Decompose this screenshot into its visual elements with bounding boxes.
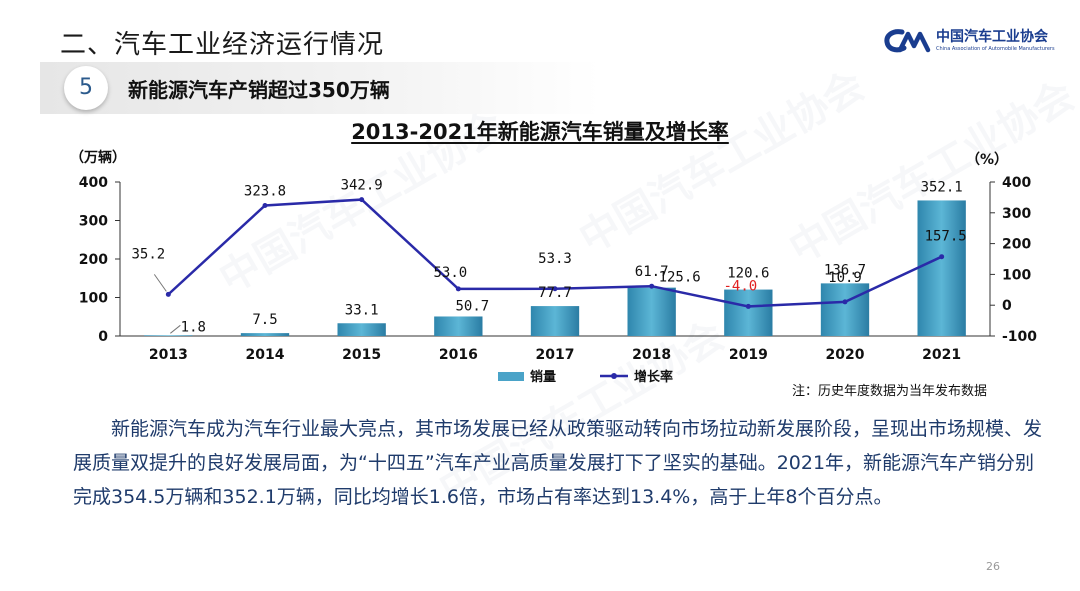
body-paragraph: 新能源汽车成为汽车行业最大亮点，其市场发展已经从政策驱动转向市场拉动新发展阶段，… — [73, 418, 1043, 508]
subtitle: 新能源汽车产销超过350万辆 — [128, 78, 390, 102]
bar-label: 50.7 — [455, 298, 489, 314]
chart: 0 100 200 300 400 -100 0 100 200 300 400 （万辆） （%） 201… — [70, 149, 1037, 385]
growth-point — [842, 299, 848, 305]
bar-label: 136.7 — [824, 262, 866, 278]
logo-icon — [884, 29, 931, 53]
subtitle-band — [40, 62, 600, 114]
right-axis-unit: （%） — [966, 152, 1008, 168]
label-leader — [170, 324, 181, 334]
x-tick-label: 2019 — [729, 347, 768, 363]
chart-title: 2013-2021年新能源汽车销量及增长率 — [351, 120, 729, 144]
growth-label: 35.2 — [131, 246, 165, 262]
left-tick-label: 0 — [98, 329, 108, 345]
right-tick-label: 0 — [1002, 298, 1012, 314]
logo: 中国汽车工业协会 China Association of Automobile… — [884, 26, 1064, 62]
growth-label: 323.8 — [244, 183, 286, 199]
bar — [724, 289, 773, 336]
bar-label: 7.5 — [252, 312, 277, 328]
bar-label: 77.7 — [538, 285, 572, 301]
right-tick-label: 200 — [1002, 237, 1031, 253]
left-axis-unit: （万辆） — [70, 149, 126, 166]
x-tick-label: 2021 — [922, 347, 961, 363]
page-number: 26 — [986, 560, 1000, 573]
bar — [530, 306, 580, 336]
x-tick-label: 2018 — [632, 347, 671, 363]
growth-label: 342.9 — [341, 178, 383, 194]
bar-label: 120.6 — [727, 266, 769, 282]
left-tick-label: 300 — [79, 214, 108, 230]
bar — [337, 323, 386, 336]
x-tick-label: 2013 — [149, 347, 188, 363]
growth-point — [165, 291, 171, 297]
growth-label: 53.3 — [538, 251, 572, 267]
growth-label: 61.7 — [635, 264, 669, 280]
bar — [144, 335, 193, 336]
growth-point — [745, 303, 751, 309]
section-number: 5 — [64, 66, 108, 110]
bar — [820, 283, 870, 336]
right-tick-label: -100 — [1002, 329, 1037, 345]
logo-name: 中国汽车工业协会 — [936, 29, 1048, 45]
x-tick-label: 2017 — [536, 347, 575, 363]
left-tick-label: 400 — [79, 175, 108, 191]
growth-point — [552, 286, 558, 292]
left-tick-label: 100 — [79, 291, 108, 307]
growth-point — [359, 197, 365, 203]
x-tick-label: 2015 — [342, 347, 381, 363]
logo-subtitle: China Association of Automobile Manufact… — [936, 46, 1055, 52]
legend-bar-swatch — [498, 372, 524, 381]
right-tick-label: 100 — [1002, 267, 1031, 283]
growth-label: 157.5 — [925, 229, 967, 245]
growth-point — [649, 283, 655, 289]
bar-label: 1.8 — [181, 319, 206, 335]
x-tick-label: 2020 — [826, 347, 865, 363]
bar-label: 352.1 — [921, 179, 963, 195]
x-tick-label: 2014 — [246, 347, 285, 363]
bar — [240, 333, 290, 336]
growth-label: 53.0 — [433, 265, 467, 281]
section-title: 二、汽车工业经济运行情况 — [60, 30, 385, 60]
bar — [917, 200, 966, 336]
x-tick-label: 2016 — [439, 347, 478, 363]
growth-label: -4.0 — [723, 278, 757, 294]
bar — [627, 287, 676, 336]
right-tick-label: 300 — [1002, 206, 1031, 222]
legend-line-marker — [611, 373, 617, 379]
growth-label: 10.9 — [828, 270, 862, 286]
label-leader — [153, 274, 167, 292]
growth-point — [455, 286, 461, 292]
chart-note: 注：历史年度数据为当年发布数据 — [792, 384, 988, 399]
bar — [434, 316, 483, 336]
bar-label: 33.1 — [345, 302, 379, 318]
legend-line-label: 增长率 — [634, 369, 673, 385]
growth-point — [939, 254, 945, 260]
right-tick-label: 400 — [1002, 175, 1031, 191]
growth-point — [262, 202, 268, 208]
left-tick-label: 200 — [79, 252, 108, 268]
legend-bar-label: 销量 — [530, 369, 556, 385]
bar-label: 125.6 — [659, 270, 701, 286]
